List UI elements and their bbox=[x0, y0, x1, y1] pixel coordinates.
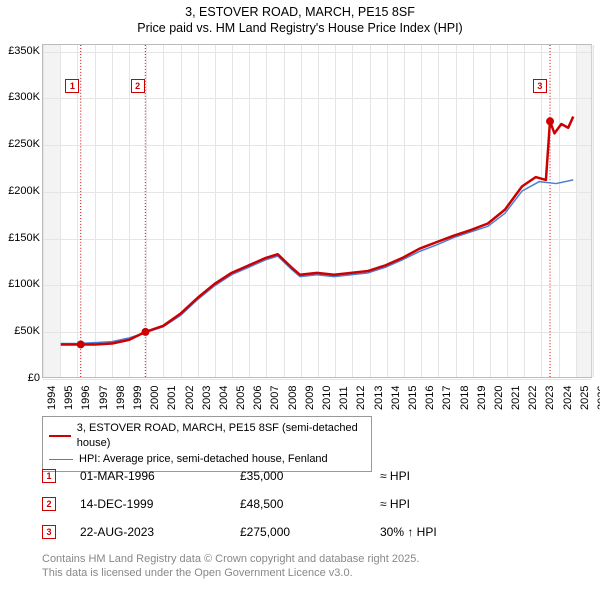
y-axis-label: £100K bbox=[0, 278, 40, 290]
x-axis-label: 1994 bbox=[46, 396, 58, 410]
y-axis-label: £350K bbox=[0, 45, 40, 57]
footer-line1: Contains HM Land Registry data © Crown c… bbox=[42, 552, 582, 566]
x-axis-label: 2004 bbox=[218, 396, 230, 410]
x-axis-label: 2017 bbox=[441, 396, 453, 410]
x-axis-label: 2020 bbox=[493, 396, 505, 410]
sales-row: 2 14-DEC-1999 £48,500 ≈ HPI bbox=[42, 490, 572, 518]
x-axis-label: 1995 bbox=[63, 396, 75, 410]
sale-price: £275,000 bbox=[240, 525, 380, 539]
x-axis-label: 2025 bbox=[579, 396, 591, 410]
x-axis-label: 2010 bbox=[321, 396, 333, 410]
series-price_paid bbox=[61, 117, 574, 345]
sale-price: £48,500 bbox=[240, 497, 380, 511]
x-axis-label: 2014 bbox=[390, 396, 402, 410]
x-axis-label: 2018 bbox=[459, 396, 471, 410]
x-axis-label: 1997 bbox=[98, 396, 110, 410]
x-axis-label: 2005 bbox=[235, 396, 247, 410]
y-axis-label: £150K bbox=[0, 232, 40, 244]
x-axis-label: 2001 bbox=[166, 396, 178, 410]
x-axis-label: 2000 bbox=[149, 396, 161, 410]
sales-table: 1 01-MAR-1996 £35,000 ≈ HPI 2 14-DEC-199… bbox=[42, 462, 572, 546]
x-axis-label: 2024 bbox=[562, 396, 574, 410]
sale-delta: 30% ↑ HPI bbox=[380, 525, 572, 539]
x-axis-label: 2022 bbox=[527, 396, 539, 410]
sale-dot bbox=[141, 328, 149, 336]
legend-swatch bbox=[49, 459, 73, 460]
chart-callout-2: 2 bbox=[131, 79, 145, 93]
sale-date: 01-MAR-1996 bbox=[80, 469, 240, 483]
x-axis-label: 1996 bbox=[80, 396, 92, 410]
x-axis-label: 2003 bbox=[201, 396, 213, 410]
sale-delta: ≈ HPI bbox=[380, 497, 572, 511]
x-axis-label: 2011 bbox=[338, 396, 350, 410]
x-axis-label: 2009 bbox=[304, 396, 316, 410]
chart-callout-1: 1 bbox=[65, 79, 79, 93]
legend-label: 3, ESTOVER ROAD, MARCH, PE15 8SF (semi-d… bbox=[77, 421, 365, 452]
legend-item: 3, ESTOVER ROAD, MARCH, PE15 8SF (semi-d… bbox=[49, 421, 365, 452]
x-axis-label: 1998 bbox=[115, 396, 127, 410]
sale-delta: ≈ HPI bbox=[380, 469, 572, 483]
sale-dot bbox=[77, 340, 85, 348]
x-axis-label: 2006 bbox=[252, 396, 264, 410]
x-axis-label: 2026 bbox=[596, 396, 600, 410]
sale-dot bbox=[546, 117, 554, 125]
chart-title: 3, ESTOVER ROAD, MARCH, PE15 8SF Price p… bbox=[0, 0, 600, 37]
x-axis-label: 2019 bbox=[476, 396, 488, 410]
y-axis-label: £250K bbox=[0, 138, 40, 150]
title-line1: 3, ESTOVER ROAD, MARCH, PE15 8SF bbox=[0, 4, 600, 20]
series-hpi bbox=[61, 180, 574, 344]
sales-row: 3 22-AUG-2023 £275,000 30% ↑ HPI bbox=[42, 518, 572, 546]
legend-swatch bbox=[49, 435, 71, 437]
y-axis-label: £50K bbox=[0, 325, 40, 337]
footer-attribution: Contains HM Land Registry data © Crown c… bbox=[42, 552, 582, 581]
x-axis-label: 1999 bbox=[132, 396, 144, 410]
title-line2: Price paid vs. HM Land Registry's House … bbox=[0, 20, 600, 36]
sale-marker-2: 2 bbox=[42, 497, 56, 511]
chart-callout-3: 3 bbox=[533, 79, 547, 93]
chart-plot-area: 1 2 3 bbox=[42, 44, 592, 378]
gridline-h bbox=[43, 379, 591, 380]
gridline-v bbox=[593, 45, 594, 377]
y-axis-label: £300K bbox=[0, 91, 40, 103]
x-axis-label: 2008 bbox=[287, 396, 299, 410]
x-axis-label: 2002 bbox=[184, 396, 196, 410]
x-axis-label: 2021 bbox=[510, 396, 522, 410]
x-axis-label: 2015 bbox=[407, 396, 419, 410]
sales-row: 1 01-MAR-1996 £35,000 ≈ HPI bbox=[42, 462, 572, 490]
y-axis-label: £200K bbox=[0, 185, 40, 197]
x-axis-label: 2012 bbox=[355, 396, 367, 410]
x-axis-label: 2023 bbox=[544, 396, 556, 410]
x-axis-label: 2007 bbox=[269, 396, 281, 410]
sale-marker-3: 3 bbox=[42, 525, 56, 539]
sale-marker-1: 1 bbox=[42, 469, 56, 483]
x-axis-label: 2016 bbox=[424, 396, 436, 410]
footer-line2: This data is licensed under the Open Gov… bbox=[42, 566, 582, 580]
sale-price: £35,000 bbox=[240, 469, 380, 483]
sale-date: 14-DEC-1999 bbox=[80, 497, 240, 511]
x-axis-label: 2013 bbox=[373, 396, 385, 410]
sale-date: 22-AUG-2023 bbox=[80, 525, 240, 539]
chart-svg bbox=[43, 45, 591, 377]
y-axis-label: £0 bbox=[0, 372, 40, 384]
